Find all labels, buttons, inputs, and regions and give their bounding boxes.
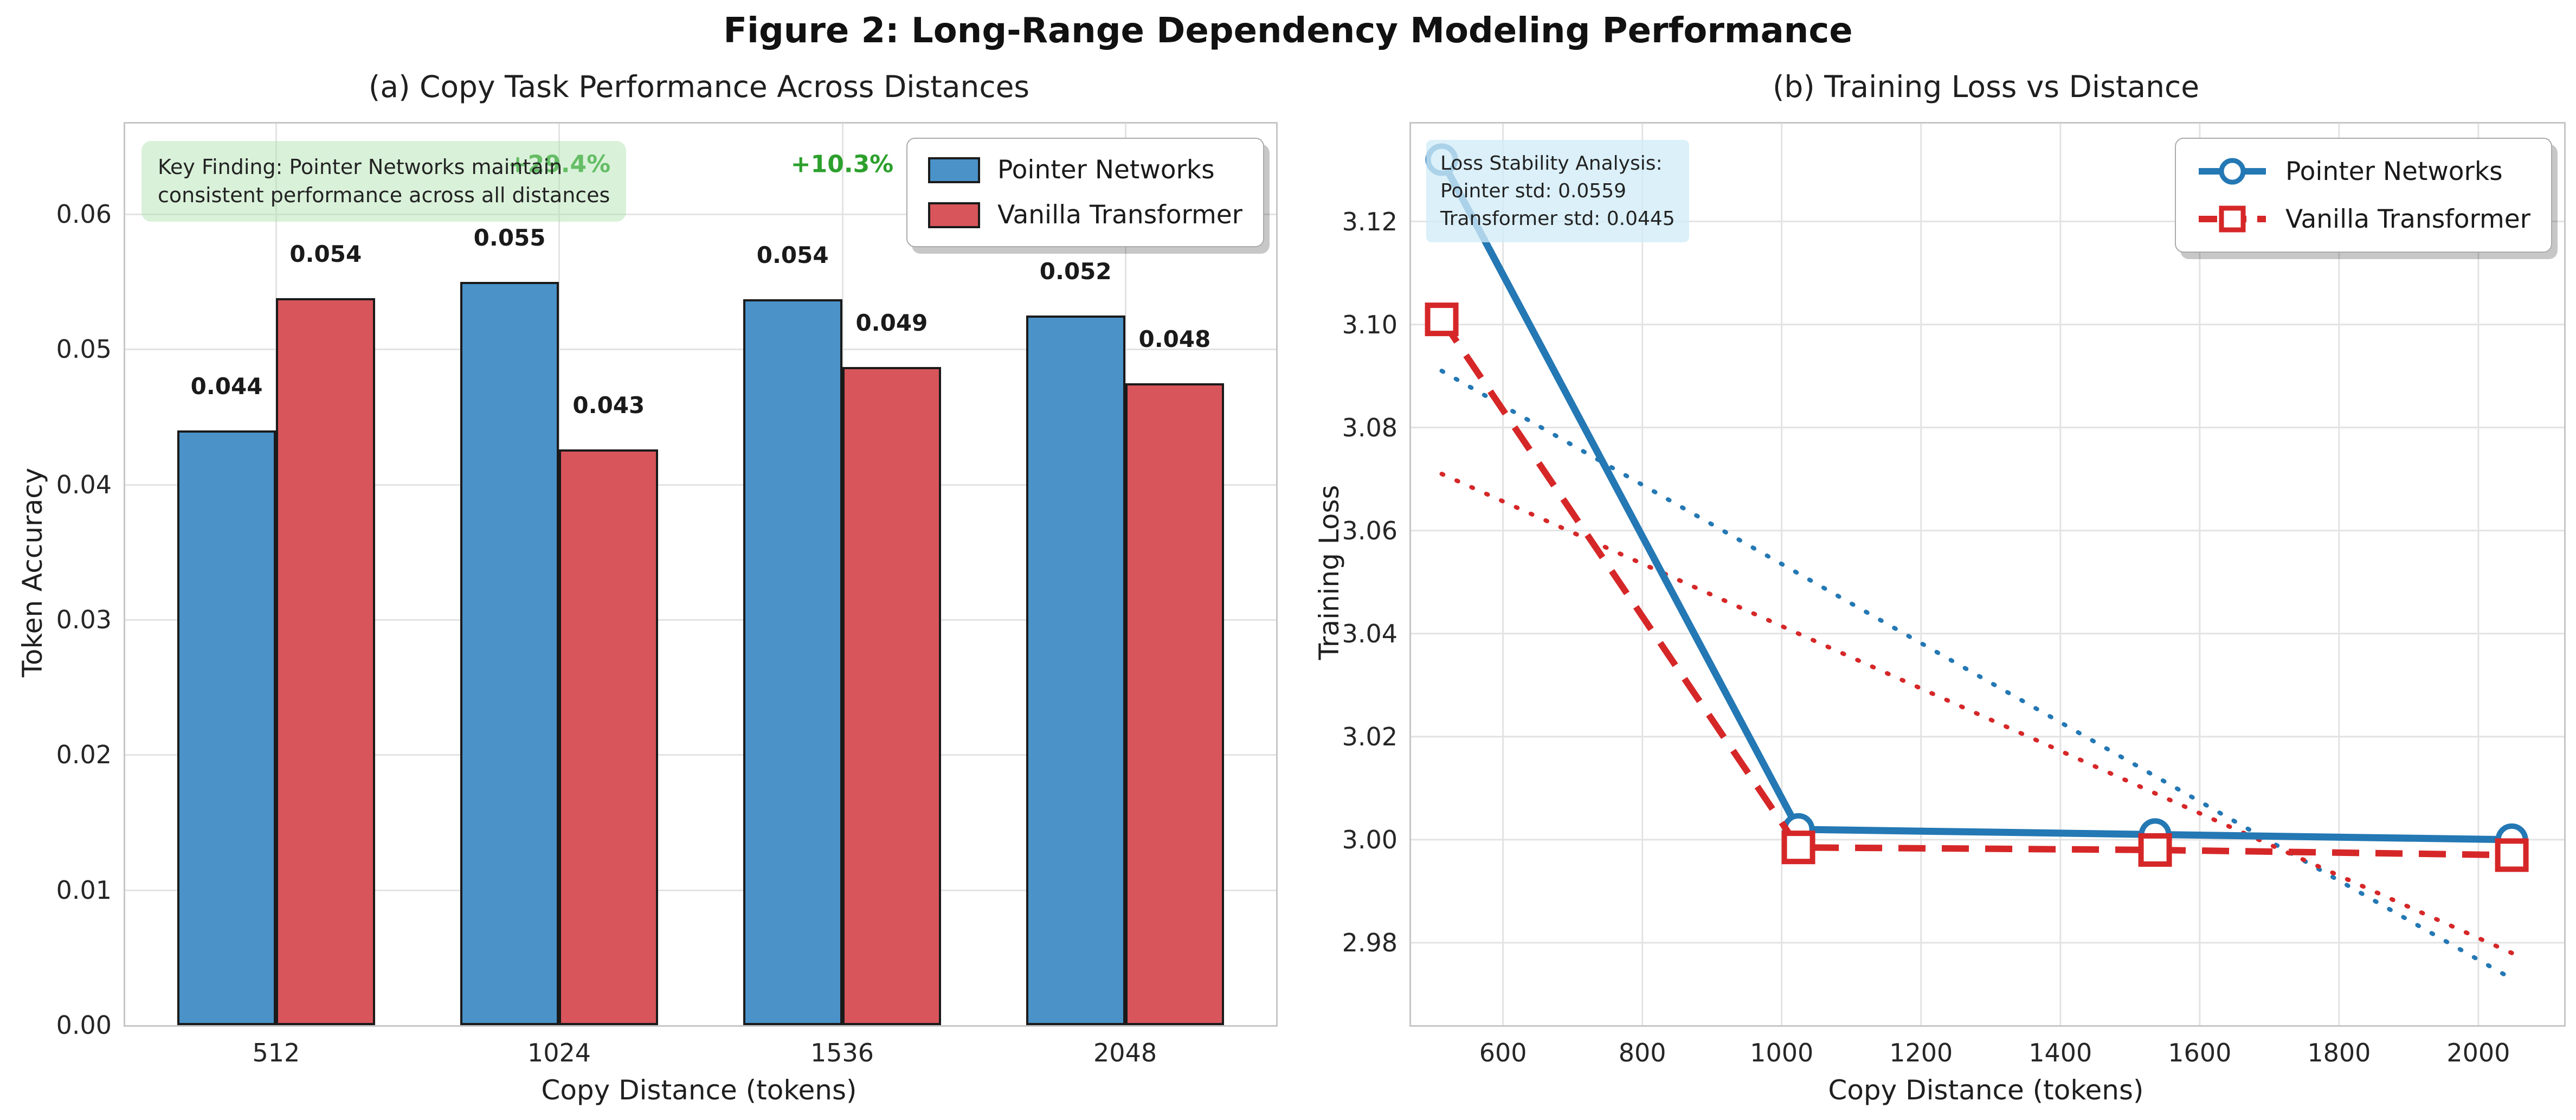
series-line — [1439, 317, 2512, 859]
x-tick-label: 1024 — [527, 1038, 591, 1067]
x-tick-label: 800 — [1618, 1038, 1666, 1067]
stability-line-1: Loss Stability Analysis: — [1440, 152, 1663, 175]
trend-line — [1439, 369, 2514, 981]
square-marker — [1781, 831, 1815, 865]
circle-line-legend-glyph — [2198, 158, 2266, 185]
y-tick-label: 0.01 — [56, 875, 112, 905]
improvement-label-1024: +29.4% — [507, 150, 611, 178]
y-tick-label: 3.10 — [1342, 310, 1398, 339]
legend-label: Vanilla Transformer — [2285, 204, 2530, 234]
legend-label: Pointer Networks — [997, 155, 1215, 185]
line-chart-plot-area: Loss Stability Analysis: Pointer std: 0.… — [1342, 122, 2566, 1067]
series-line — [1438, 158, 2512, 844]
legend-item: Pointer Networks — [2197, 155, 2530, 188]
x-tick-label: 1200 — [1889, 1038, 1953, 1067]
stability-line-2: Pointer std: 0.0559 — [1440, 180, 1627, 203]
bar-chart-xaxis-label: Copy Distance (tokens) — [541, 1074, 857, 1106]
stability-line-3: Transformer std: 0.0445 — [1440, 208, 1675, 230]
line-chart-yaxis-label: Training Loss — [1313, 485, 1345, 660]
x-tick-label: 1600 — [2168, 1038, 2232, 1067]
key-finding-annotation: Key Finding: Pointer Networks maintain c… — [141, 141, 627, 222]
key-finding-line-2: consistent performance across all distan… — [158, 183, 610, 208]
y-tick-label: 3.08 — [1342, 413, 1398, 442]
bar-chart-yaxis-label: Token Accuracy — [17, 467, 48, 678]
bar-value-label: 0.043 — [572, 391, 645, 419]
h-gridline — [125, 889, 1276, 891]
y-tick-label: 3.04 — [1342, 619, 1398, 648]
square-line-legend-glyph — [2198, 205, 2266, 233]
legend-label: Vanilla Transformer — [997, 200, 1242, 230]
key-finding-line-1: Key Finding: Pointer Networks maintain — [158, 155, 563, 179]
bar — [842, 366, 942, 1025]
h-gridline — [125, 214, 1276, 216]
h-gridline — [125, 754, 1276, 756]
bar-value-label: 0.048 — [1138, 325, 1211, 352]
bar — [743, 299, 842, 1025]
h-gridline — [125, 349, 1276, 351]
h-gridline — [125, 619, 1276, 621]
bar-value-label: 0.054 — [756, 242, 829, 269]
y-tick-label: 0.06 — [56, 199, 112, 229]
bar — [559, 449, 659, 1025]
h-gridline — [125, 484, 1276, 486]
subplot-b-title: (b) Training Loss vs Distance — [1772, 69, 2200, 104]
line-chart-legend: Pointer Networks Vanilla Transformer — [2174, 138, 2552, 253]
legend-label: Pointer Networks — [2285, 156, 2503, 186]
bar-chart-legend: Pointer Networks Vanilla Transformer — [906, 138, 1264, 247]
line-chart-xaxis-label: Copy Distance (tokens) — [1828, 1074, 2144, 1106]
x-tick-label: 600 — [1479, 1038, 1527, 1067]
x-tick-label: 2048 — [1093, 1038, 1157, 1067]
figure-title: Figure 2: Long-Range Dependency Modeling… — [723, 11, 1853, 51]
bar — [276, 298, 376, 1025]
legend-swatch — [928, 202, 980, 228]
square-marker — [2138, 833, 2172, 867]
line-chart-canvas — [1411, 124, 2564, 1025]
bar-value-label: 0.055 — [473, 224, 546, 251]
y-tick-label: 2.98 — [1342, 928, 1398, 957]
bar-value-label: 0.052 — [1039, 258, 1112, 285]
legend-swatch — [928, 157, 980, 183]
bar — [1125, 383, 1225, 1025]
legend-item: Vanilla Transformer — [928, 200, 1242, 230]
legend-item: Vanilla Transformer — [2197, 203, 2530, 235]
x-tick-label: 1536 — [810, 1038, 874, 1067]
bar-chart-plot-area: Key Finding: Pointer Networks maintain c… — [56, 122, 1278, 1067]
y-tick-label: 3.02 — [1342, 722, 1398, 751]
trend-line — [1439, 472, 2514, 955]
square-marker — [1425, 302, 1459, 337]
y-tick-label: 3.00 — [1342, 825, 1398, 854]
loss-stability-annotation: Loss Stability Analysis: Pointer std: 0.… — [1426, 140, 1689, 243]
y-tick-label: 3.12 — [1342, 207, 1398, 236]
y-tick-label: 0.02 — [56, 740, 112, 770]
bar-value-label: 0.054 — [289, 240, 362, 267]
y-tick-label: 0.03 — [56, 605, 112, 635]
square-marker — [2495, 838, 2529, 872]
improvement-label-1536: +10.3% — [790, 150, 894, 178]
x-tick-label: 512 — [252, 1038, 300, 1067]
bar-value-label: 0.049 — [855, 309, 928, 336]
legend-item: Pointer Networks — [928, 155, 1242, 185]
bar — [1026, 316, 1125, 1025]
subplot-a-title: (a) Copy Task Performance Across Distanc… — [368, 69, 1030, 104]
y-tick-label: 0.04 — [56, 469, 112, 499]
x-tick-label: 1800 — [2307, 1038, 2371, 1067]
legend-square-marker — [2219, 205, 2246, 233]
bar-value-label: 0.044 — [190, 372, 263, 400]
x-tick-label: 2000 — [2446, 1038, 2510, 1067]
y-tick-label: 3.06 — [1342, 516, 1398, 545]
bar — [460, 281, 559, 1025]
y-tick-label: 0.05 — [56, 334, 112, 364]
y-tick-label: 0.00 — [56, 1010, 112, 1040]
legend-circle-marker — [2219, 158, 2246, 185]
x-tick-label: 1000 — [1750, 1038, 1814, 1067]
bar — [177, 430, 276, 1025]
x-tick-label: 1400 — [2028, 1038, 2092, 1067]
